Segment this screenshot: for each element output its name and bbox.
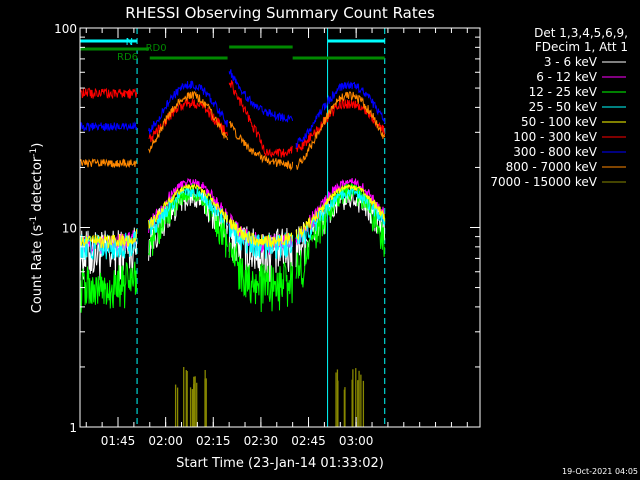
- x-tick-label: 02:30: [244, 434, 279, 448]
- legend-entry-label: 100 - 300 keV: [513, 130, 597, 144]
- legend-header-line-2: FDecim 1, Att 1: [535, 40, 628, 54]
- legend-entry-label: 800 - 7000 keV: [506, 160, 598, 174]
- y-tick-label: 1: [69, 421, 77, 435]
- y-axis-label-close: ): [30, 143, 45, 148]
- series-line-7: [79, 91, 386, 171]
- decimation-flag-label: RD0: [146, 43, 167, 54]
- y-axis-ticks: 1 10 100: [54, 22, 480, 435]
- y-axis-label-exp2: -1: [29, 148, 39, 157]
- y-axis-label-mid: detector: [30, 156, 45, 216]
- y-tick-label: 10: [62, 222, 77, 236]
- decimation-flag-label: RD6: [117, 52, 138, 63]
- x-tick-label: 02:45: [291, 434, 326, 448]
- legend-entry-label: 50 - 100 keV: [521, 115, 598, 129]
- y-axis-label-exp1: -1: [29, 216, 39, 225]
- legend-entry-label: 25 - 50 keV: [529, 100, 598, 114]
- legend-entry-label: 3 - 6 keV: [544, 55, 598, 69]
- y-axis-label-main: Count Rate (s: [30, 225, 45, 314]
- night-flag-label: N: [126, 37, 133, 48]
- legend-entry-label: 12 - 25 keV: [529, 85, 598, 99]
- legend-entry-label: 6 - 12 keV: [536, 70, 598, 84]
- generated-timestamp: 19-Oct-2021 04:05: [562, 467, 638, 476]
- series-8-spikes: [174, 366, 365, 427]
- legend-entry-label: 7000 - 15000 keV: [490, 175, 597, 189]
- series-line-1: [79, 177, 386, 255]
- axes-frame: [79, 27, 481, 428]
- x-tick-label: 01:45: [101, 434, 136, 448]
- legend-header-line-1: Det 1,3,4,5,6,9,: [534, 26, 628, 40]
- series-line-6: [79, 69, 386, 149]
- x-axis-label: Start Time (23-Jan-14 01:33:02): [176, 456, 384, 471]
- series-line-3: [79, 185, 386, 260]
- y-axis-label: Count Rate (s-1 detector-1): [29, 143, 45, 314]
- x-tick-label: 03:00: [339, 434, 374, 448]
- y-tick-label: 100: [54, 22, 77, 36]
- legend: Det 1,3,4,5,6,9, FDecim 1, Att 1 3 - 6 k…: [490, 26, 628, 189]
- x-tick-label: 02:00: [148, 434, 183, 448]
- x-axis-ticks: 01:45 02:00 02:15 02:30 02:45 03:00: [85, 28, 468, 448]
- series-line-5: [79, 80, 386, 158]
- legend-entry-label: 300 - 800 keV: [513, 145, 597, 159]
- chart-title: RHESSI Observing Summary Count Rates: [125, 4, 435, 22]
- x-tick-label: 02:15: [196, 434, 231, 448]
- plot-area: N RD6 RD0: [79, 28, 386, 427]
- series-line-4: [79, 183, 386, 249]
